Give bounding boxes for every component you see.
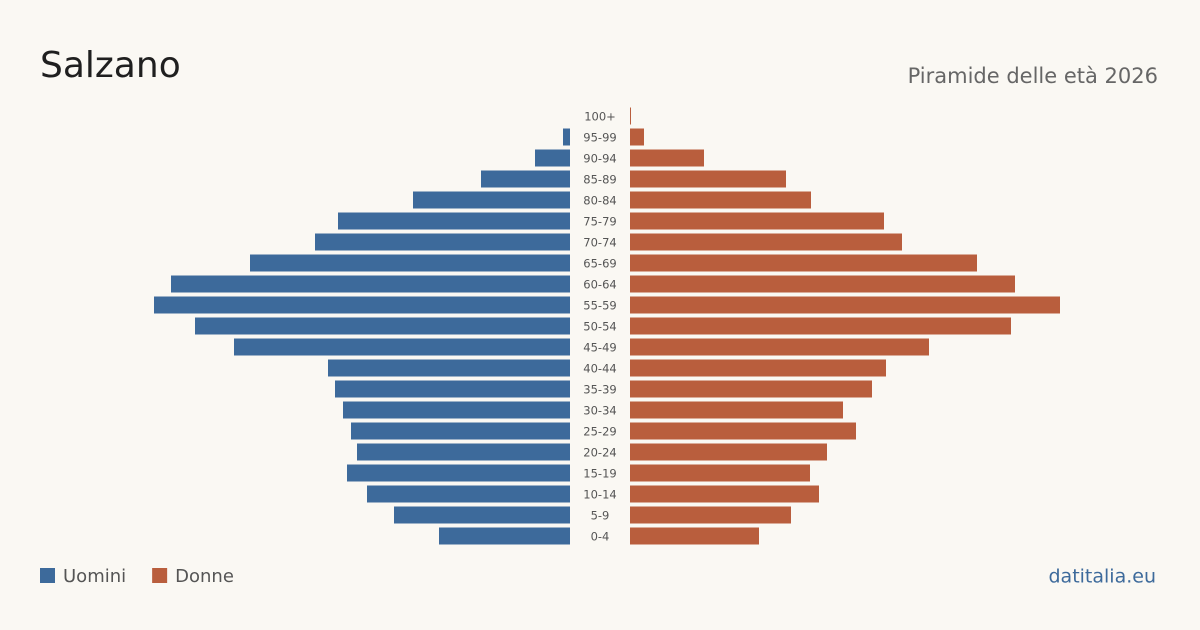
bar [413, 191, 570, 209]
bar [630, 296, 1060, 314]
bar [481, 170, 570, 188]
legend-swatch [40, 568, 55, 583]
bar [630, 254, 977, 272]
legend-swatch [152, 568, 168, 583]
bar [630, 317, 1011, 335]
age-label: 55-59 [583, 299, 616, 313]
bar [630, 128, 644, 146]
age-label: 100+ [584, 110, 616, 124]
age-label: 70-74 [583, 236, 616, 250]
age-label: 35-39 [583, 383, 616, 397]
bar [630, 506, 791, 524]
bar [343, 401, 570, 419]
age-label: 65-69 [583, 257, 616, 271]
bar [250, 254, 570, 272]
age-label: 95-99 [583, 131, 616, 145]
bar [630, 464, 810, 482]
bar [630, 107, 631, 125]
age-label: 75-79 [583, 215, 616, 229]
age-label: 40-44 [583, 362, 616, 376]
age-label: 60-64 [583, 278, 616, 292]
age-label: 45-49 [583, 341, 616, 355]
bar [315, 233, 570, 251]
bar [328, 359, 570, 377]
bar [630, 233, 902, 251]
age-label: 10-14 [583, 488, 616, 502]
bar [357, 443, 570, 461]
bar [563, 128, 570, 146]
bar [630, 170, 786, 188]
bar [535, 149, 570, 167]
bar [630, 149, 704, 167]
chart-subtitle: Piramide delle età 2026 [908, 64, 1158, 88]
bar [154, 296, 570, 314]
legend-label: Donne [175, 566, 234, 587]
bar [394, 506, 570, 524]
age-label: 80-84 [583, 194, 616, 208]
bar [171, 275, 570, 293]
bar [630, 212, 884, 230]
age-label: 15-19 [583, 467, 616, 481]
source: datitalia.eu [1049, 566, 1157, 588]
age-label: 90-94 [583, 152, 616, 166]
bar [347, 464, 570, 482]
age-label: 50-54 [583, 320, 616, 334]
bar [630, 275, 1015, 293]
bar [630, 527, 759, 545]
bar [367, 485, 570, 503]
bar [335, 380, 570, 398]
bar [630, 443, 827, 461]
bar [630, 338, 929, 356]
age-label: 85-89 [583, 173, 616, 187]
bar [234, 338, 570, 356]
bar [630, 191, 811, 209]
chart-title: Salzano [40, 45, 181, 86]
bar [338, 212, 570, 230]
bar [630, 422, 856, 440]
bar [439, 527, 570, 545]
age-label: 30-34 [583, 404, 616, 418]
age-label: 0-4 [591, 530, 610, 544]
bar [630, 485, 819, 503]
bar [630, 380, 872, 398]
age-label: 25-29 [583, 425, 616, 439]
bar [195, 317, 570, 335]
bar [630, 359, 886, 377]
bar [630, 401, 843, 419]
legend-label: Uomini [63, 566, 126, 587]
age-label: 5-9 [591, 509, 610, 523]
age-label: 20-24 [583, 446, 616, 460]
bar [351, 422, 570, 440]
